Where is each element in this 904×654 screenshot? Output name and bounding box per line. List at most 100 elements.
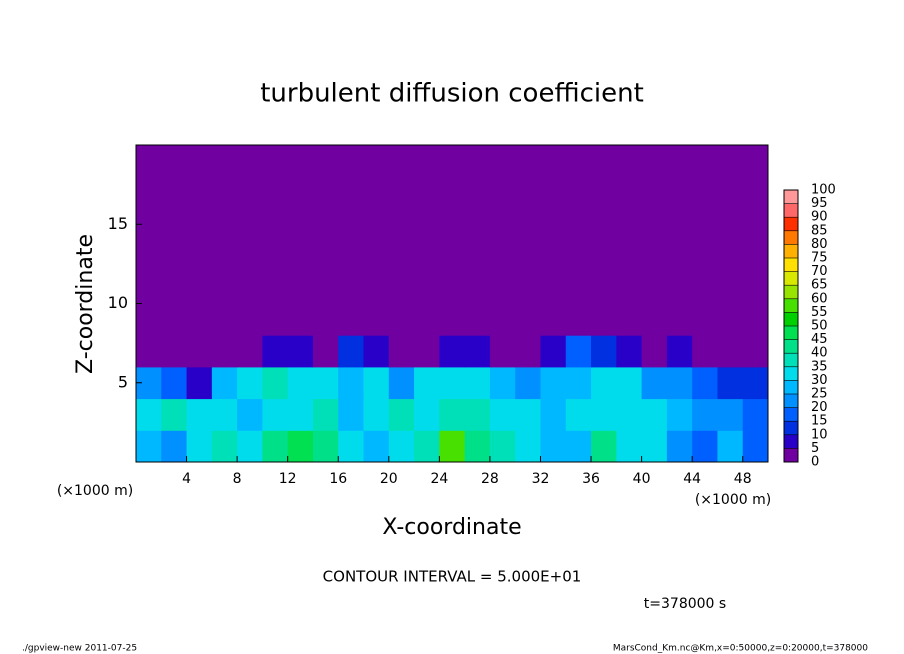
x-tick-label: 24 <box>430 471 448 487</box>
colorbar-swatch <box>784 217 798 231</box>
heatmap-cell <box>489 145 516 178</box>
heatmap-cell <box>515 366 541 400</box>
heatmap-cell <box>742 366 769 400</box>
heatmap-cell <box>641 208 668 241</box>
heatmap-cell <box>742 398 769 431</box>
heatmap-cell <box>161 208 188 241</box>
heatmap-cell <box>692 145 718 178</box>
heatmap-cell <box>237 430 263 463</box>
heatmap-cell <box>237 208 263 241</box>
heatmap-cell <box>186 303 213 336</box>
heatmap-cell <box>312 398 339 431</box>
heatmap-cell <box>338 335 365 368</box>
heatmap-cell <box>312 335 339 368</box>
heatmap-cell <box>186 240 213 273</box>
x-axis-label: X-coordinate <box>382 515 521 540</box>
y-tick-label: 10 <box>108 293 128 312</box>
heatmap-cell <box>641 271 668 304</box>
heatmap-cell <box>262 303 289 336</box>
heatmap-cell <box>540 145 567 178</box>
heatmap-cell <box>515 303 541 336</box>
heatmap-cell <box>363 208 390 241</box>
heatmap-cell <box>439 366 466 400</box>
heatmap-cell <box>616 208 643 241</box>
heatmap-cell <box>388 240 415 273</box>
heatmap-cell <box>161 398 188 431</box>
heatmap-cell <box>515 271 541 304</box>
heatmap-cell <box>717 430 744 463</box>
heatmap-cell <box>565 366 592 400</box>
colorbar-label: 85 <box>811 223 828 238</box>
y-tick-label: 5 <box>118 372 128 391</box>
heatmap-cell <box>591 176 617 209</box>
heatmap-cell <box>666 398 693 431</box>
heatmap-cell <box>388 208 415 241</box>
heatmap-cell <box>692 430 718 463</box>
heatmap-cell <box>161 145 188 178</box>
colorbar-swatch <box>784 230 798 245</box>
heatmap-cell <box>692 303 718 336</box>
colorbar-label: 50 <box>811 319 828 334</box>
heatmap-cell <box>616 398 643 431</box>
x-tick-label: 20 <box>380 471 398 487</box>
heatmap-cell <box>616 271 643 304</box>
heatmap-cell <box>717 271 744 304</box>
colorbar-label: 10 <box>811 427 828 442</box>
heatmap-cell <box>742 303 769 336</box>
heatmap-cell <box>388 366 415 400</box>
heatmap-cell <box>136 303 162 336</box>
heatmap-cell <box>464 208 491 241</box>
heatmap-cell <box>565 145 592 178</box>
heatmap-cell <box>591 366 617 400</box>
heatmap-cell <box>287 430 314 463</box>
heatmap-cell <box>338 430 365 463</box>
colorbar-label: 35 <box>811 359 828 374</box>
heatmap-cell <box>591 271 617 304</box>
colorbar-swatch <box>784 190 798 204</box>
heatmap-cell <box>692 271 718 304</box>
heatmap-cell <box>211 208 238 241</box>
heatmap-cell <box>464 303 491 336</box>
colorbar-swatch <box>784 380 798 394</box>
colorbar-label: 60 <box>811 291 828 306</box>
heatmap-cell <box>489 430 516 463</box>
heatmap-cell <box>616 303 643 336</box>
heatmap-cell <box>186 366 213 400</box>
heatmap-cell <box>489 208 516 241</box>
heatmap-cell <box>186 145 213 178</box>
heatmap-cell <box>591 398 617 431</box>
y-tick-label: 15 <box>108 214 128 233</box>
heatmap-cell <box>565 430 592 463</box>
heatmap-cell <box>591 430 617 463</box>
colorbar-label: 20 <box>811 400 828 415</box>
heatmap-cell <box>136 240 162 273</box>
heatmap-cell <box>540 176 567 209</box>
heatmap-cell <box>262 145 289 178</box>
heatmap-cell <box>692 208 718 241</box>
heatmap-cell <box>262 176 289 209</box>
heatmap-cell <box>262 398 289 431</box>
colorbar-label: 25 <box>811 387 828 402</box>
heatmap-cell <box>439 176 466 209</box>
colorbar-label: 70 <box>811 264 828 279</box>
heatmap-cell <box>692 366 718 400</box>
heatmap-cell <box>439 271 466 304</box>
heatmap-cell <box>287 398 314 431</box>
x-tick-label: 16 <box>329 471 347 487</box>
colorbar-label: 100 <box>811 183 836 198</box>
heatmap-cell <box>666 145 693 178</box>
heatmap-cell <box>489 366 516 400</box>
colorbar-swatch <box>784 271 798 286</box>
heatmap-cell <box>237 398 263 431</box>
heatmap-cell <box>338 176 365 209</box>
heatmap-cell <box>262 430 289 463</box>
heatmap-cell <box>211 366 238 400</box>
heatmap-cell <box>464 398 491 431</box>
heatmap-cell <box>464 335 491 368</box>
x-tick-label: 32 <box>532 471 550 487</box>
heatmap-cell <box>489 240 516 273</box>
heatmap-cell <box>540 271 567 304</box>
heatmap-cell <box>237 366 263 400</box>
heatmap-cell <box>211 430 238 463</box>
heatmap-cell <box>388 398 415 431</box>
